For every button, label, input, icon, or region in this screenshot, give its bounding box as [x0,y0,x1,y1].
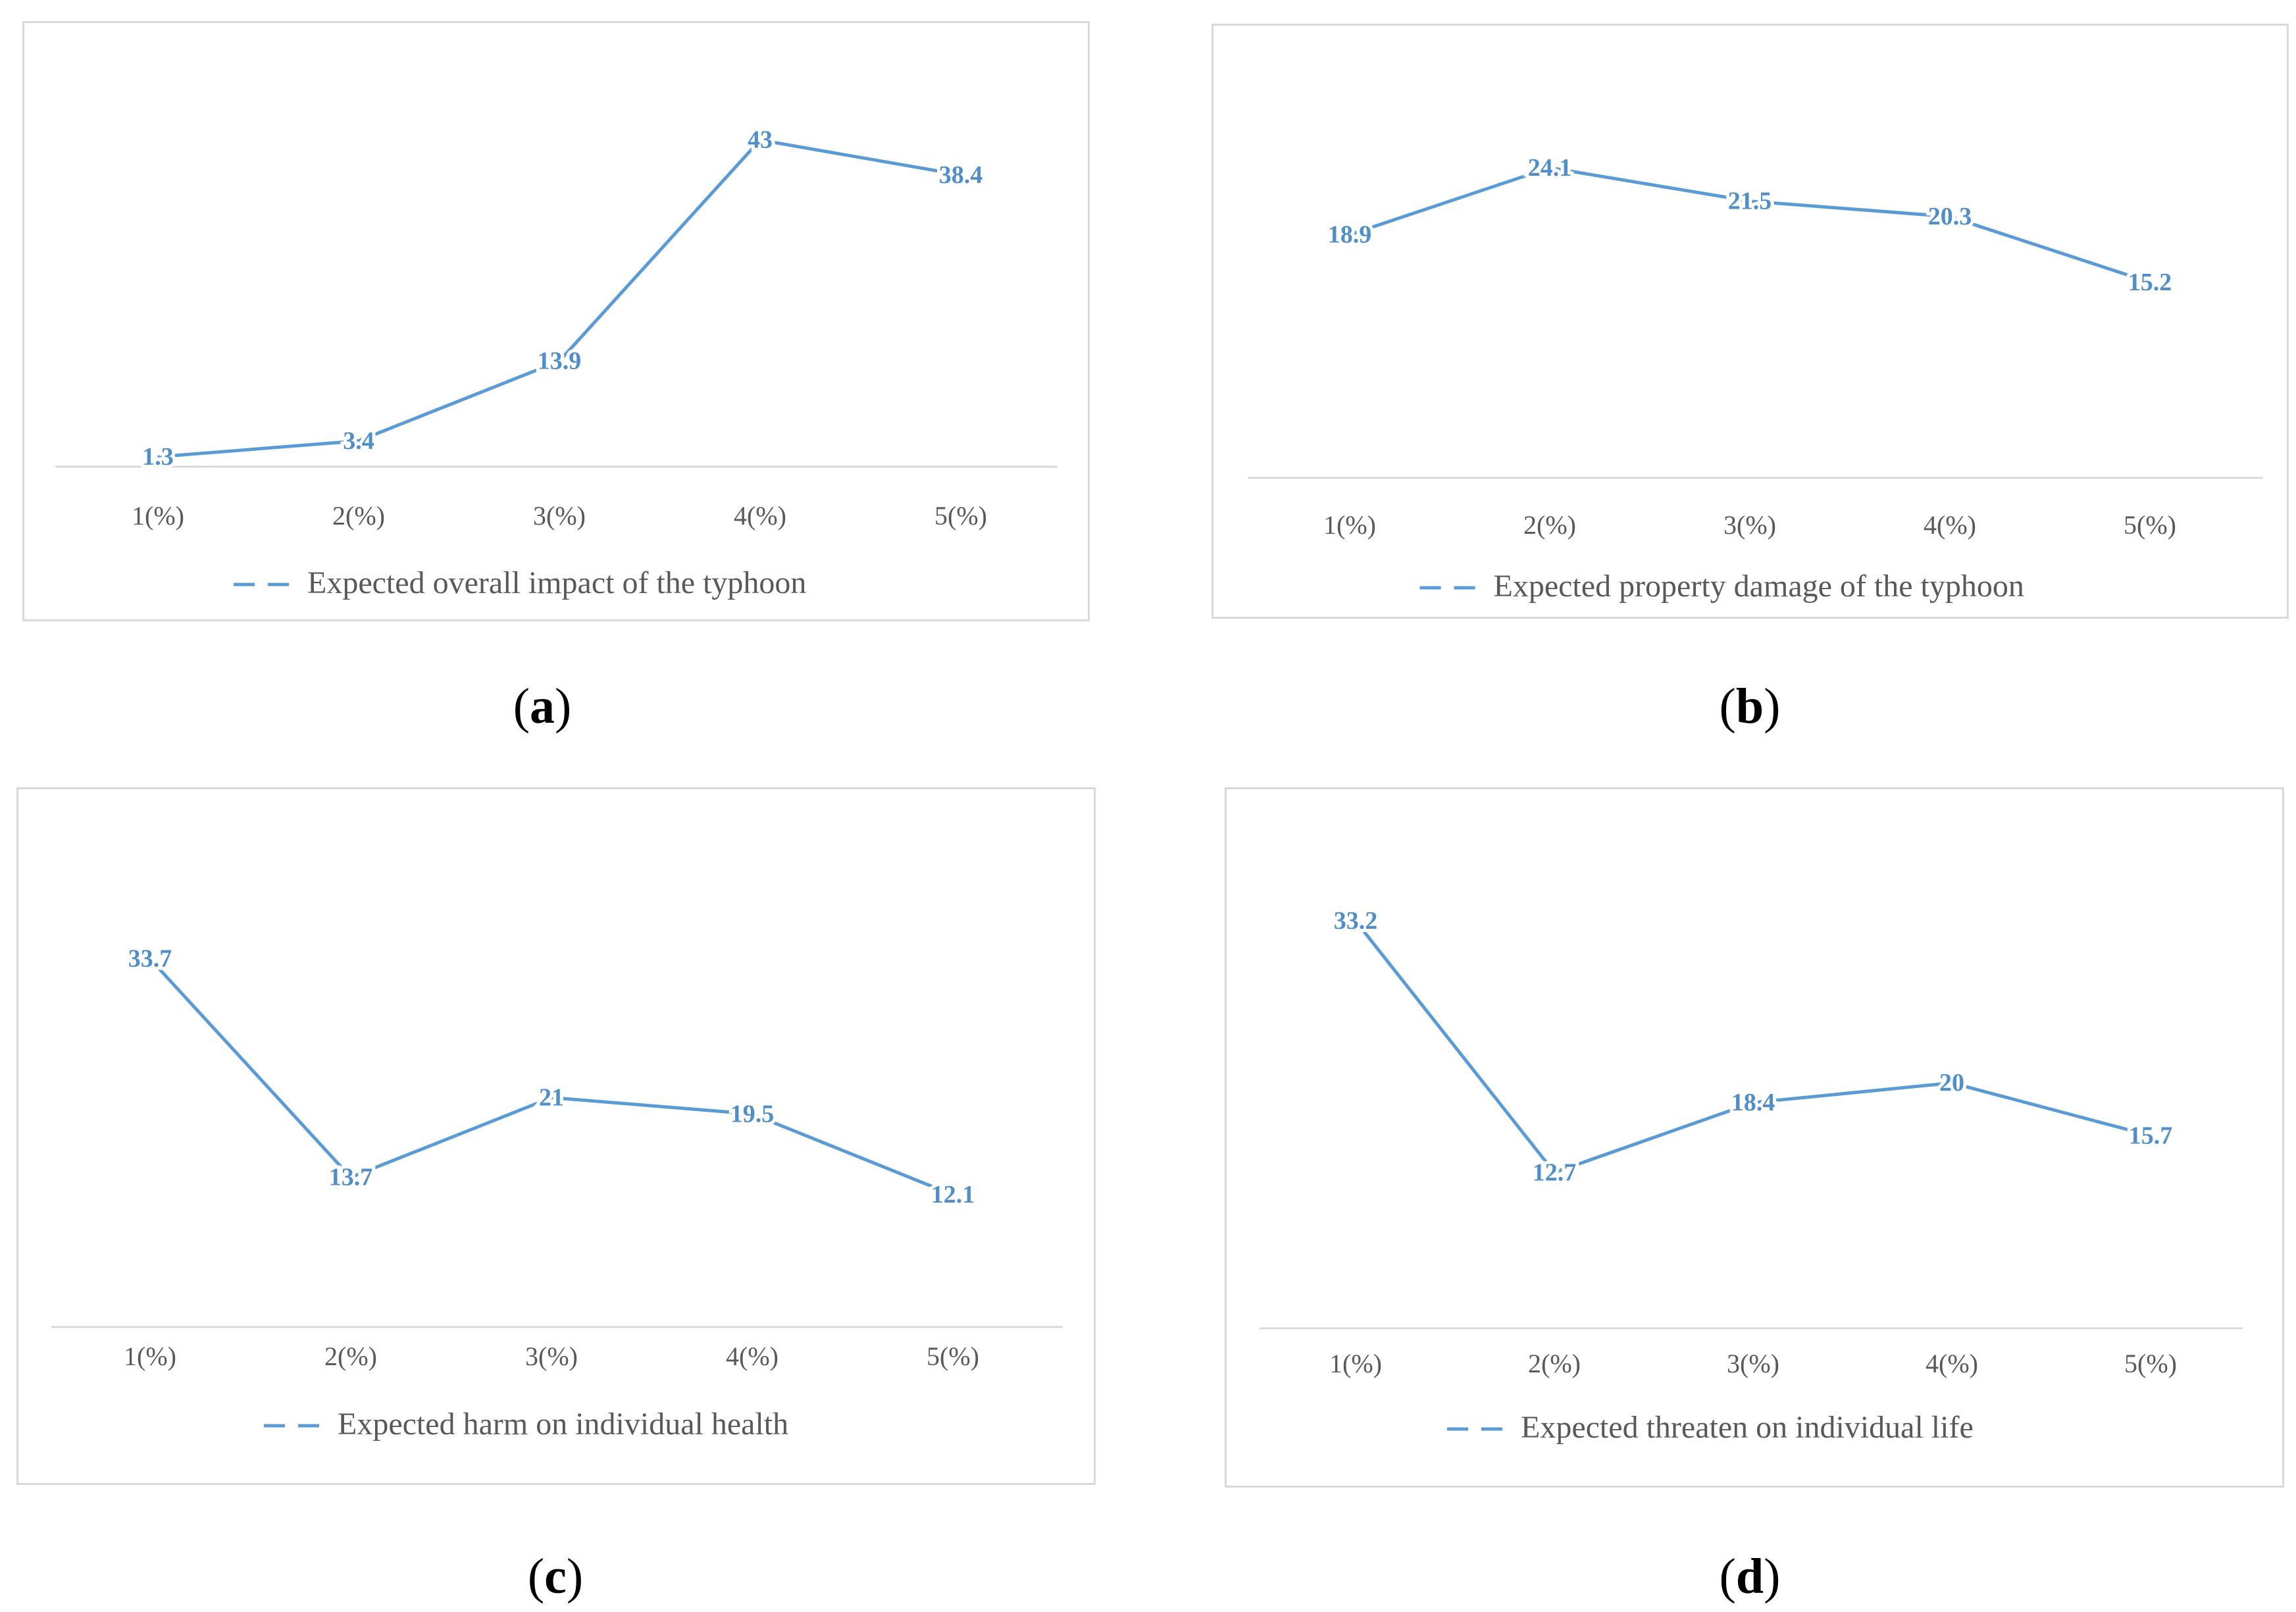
chart-panel-c: 1(%) 2(%) 3(%) 4(%) 5(%) 33.7 13.7 21 19.5 12.1 Ex… [16,787,1096,1485]
data-point [1554,1172,1555,1174]
data-point [1749,200,1750,202]
data-point [752,1113,753,1115]
caption-a: (a) [513,679,572,734]
data-label: 13.7 [329,1164,373,1191]
caption-b: (b) [1719,679,1781,734]
x-tick-label: 3(%) [533,501,586,531]
data-label: 15.7 [2129,1122,2173,1149]
x-tick-label: 3(%) [1727,1349,1779,1378]
data-label: 1.3 [142,443,174,471]
data-point [960,174,961,176]
legend-label: Expected threaten on individual life [1521,1410,1974,1445]
x-tick-label: 5(%) [2124,1349,2177,1378]
data-point [2150,1135,2151,1137]
data-label: 18.9 [1328,221,1372,248]
data-point [551,1097,552,1099]
chart-svg-b: 1(%) 2(%) 3(%) 4(%) 5(%) 18.9 24.1 21.5 20.3 15.2… [1248,151,2263,604]
x-tick-label: 1(%) [1323,510,1376,540]
data-point [759,139,761,141]
data-point [1752,1102,1754,1104]
data-point [952,1194,954,1196]
x-tick-label: 4(%) [1924,510,1976,540]
data-label: 38.4 [939,161,983,189]
data-label: 21 [539,1084,564,1112]
x-tick-label: 3(%) [525,1341,578,1371]
data-label: 43 [748,126,773,154]
data-label: 15.2 [2128,269,2172,296]
legend-label: Expected harm on individual health [338,1407,788,1442]
legend-label: Expected overall impact of the typhoon [307,565,806,600]
data-point [149,958,151,960]
x-tick-label: 5(%) [2124,510,2176,540]
series-line [149,958,954,1197]
x-tick-label: 2(%) [324,1341,377,1371]
x-tick-label: 4(%) [726,1341,778,1371]
chart-svg-d: 1(%) 2(%) 3(%) 4(%) 5(%) 33.2 12.7 18.4 20 15.7 Ex… [1260,904,2243,1445]
data-point [559,360,560,362]
series-line [157,138,961,459]
data-label: 18.4 [1731,1089,1775,1116]
data-label: 20.3 [1928,203,1972,230]
data-point [358,440,359,442]
data-point [157,455,159,457]
data-label: 24.1 [1528,154,1572,182]
x-tick-label: 1(%) [124,1341,176,1371]
data-point [1951,1082,1952,1084]
data-label: 13.9 [538,348,582,375]
data-label: 19.5 [730,1100,775,1128]
chart-panel-a: 1(%) 2(%) 3(%) 4(%) 5(%) 1.3 3.4 13.9 43 38.4 Expe… [22,21,1090,621]
data-point [350,1176,351,1178]
x-tick-label: 2(%) [332,501,385,531]
data-point [1349,234,1350,236]
series-line [1349,166,2151,284]
chart-panel-d: 1(%) 2(%) 3(%) 4(%) 5(%) 33.2 12.7 18.4 20 15.7 Ex… [1225,787,2284,1488]
series-line [1354,920,2151,1174]
data-point [1355,920,1356,922]
data-label: 21.5 [1728,188,1772,215]
data-label: 20 [1939,1069,1964,1097]
chart-svg-a: 1(%) 2(%) 3(%) 4(%) 5(%) 1.3 3.4 13.9 43 38.4 Expe… [55,123,1058,600]
x-tick-label: 3(%) [1723,510,1776,540]
x-tick-label: 4(%) [1926,1349,1978,1378]
data-label: 12.1 [931,1181,975,1209]
x-tick-label: 5(%) [934,501,987,531]
x-tick-label: 1(%) [132,501,184,531]
data-label: 33.7 [128,945,172,973]
data-point [1949,216,1951,218]
chart-svg-c: 1(%) 2(%) 3(%) 4(%) 5(%) 33.7 13.7 21 19.5 12.1 Ex… [51,942,1063,1442]
data-label: 12.7 [1533,1158,1577,1186]
caption-c: (c) [527,1549,584,1604]
caption-d: (d) [1719,1549,1781,1604]
x-tick-label: 4(%) [734,501,786,531]
legend-label: Expected property damage of the typhoon [1494,569,2024,604]
data-point [2149,281,2151,283]
x-tick-label: 2(%) [1528,1349,1581,1378]
x-tick-label: 2(%) [1523,510,1576,540]
data-label: 33.2 [1334,907,1378,935]
x-tick-label: 5(%) [927,1341,979,1371]
data-label: 3.4 [343,427,374,455]
x-tick-label: 1(%) [1329,1349,1382,1378]
data-point [1549,167,1550,169]
chart-panel-b: 1(%) 2(%) 3(%) 4(%) 5(%) 18.9 24.1 21.5 20.3 15.2… [1212,24,2289,619]
